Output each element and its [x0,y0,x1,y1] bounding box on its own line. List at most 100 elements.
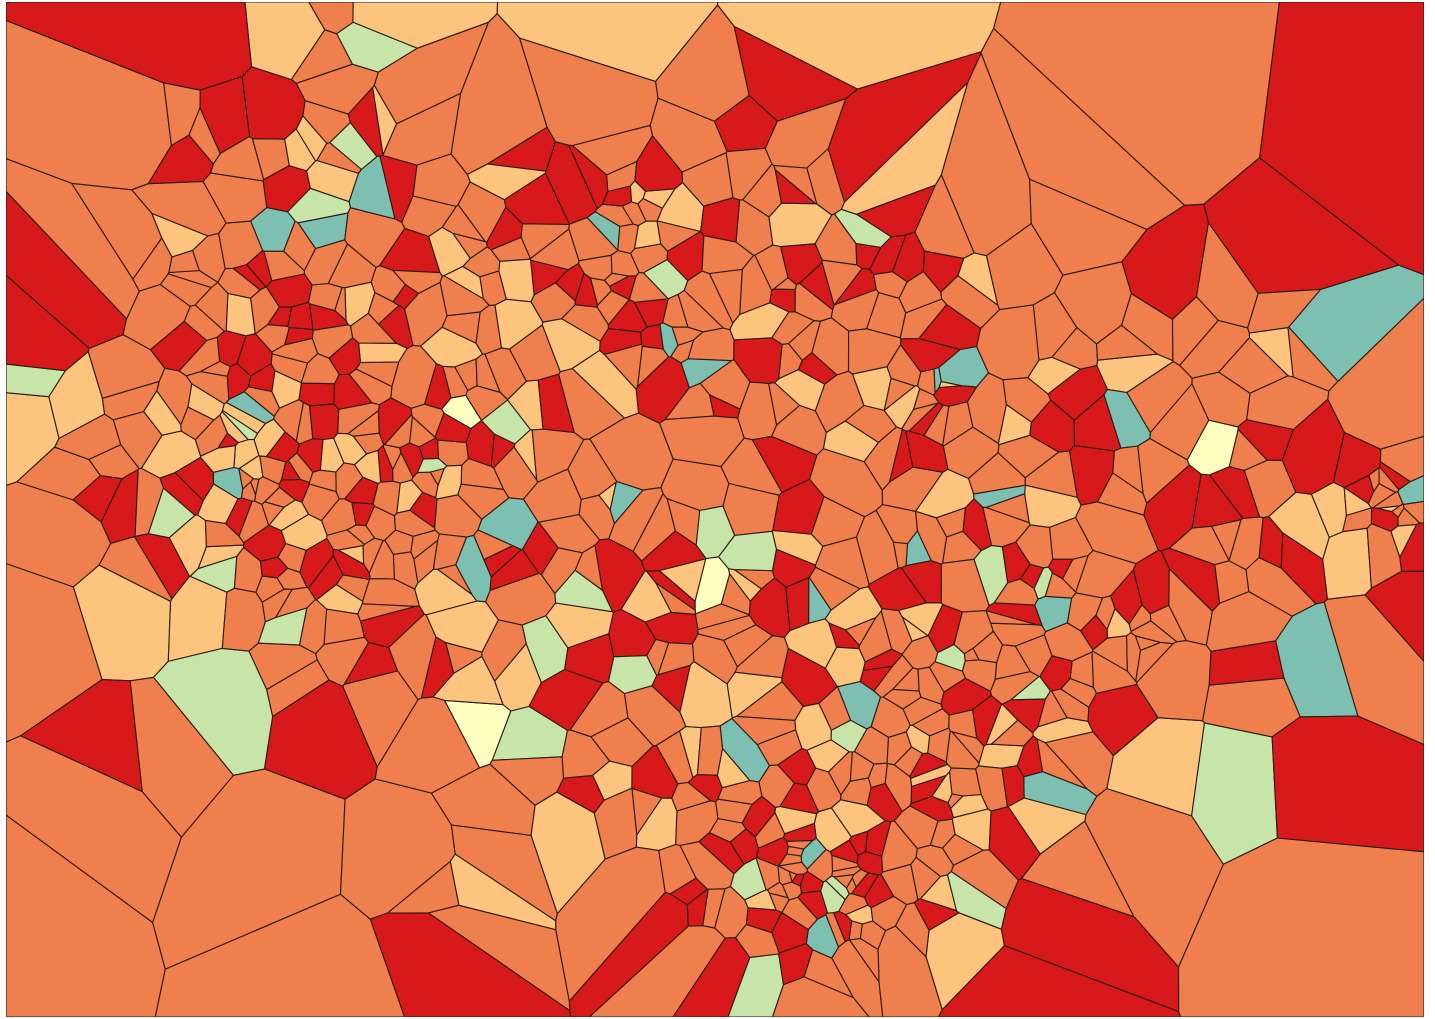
voronoi-cell-orange [623,685,687,747]
voronoi-cell-orange [392,269,443,294]
voronoi-cell-red [634,135,684,192]
voronoi-cell-orange [393,509,436,537]
voronoi-cell-peach [1268,491,1330,560]
voronoi-cell-red [309,403,340,441]
voronoi-cell-orange [493,446,539,500]
voronoi-cell-orange [445,642,483,674]
voronoi-cell-peach [824,646,866,688]
voronoi-cell-orange [1367,483,1396,509]
voronoi-cell-orange [702,888,726,929]
voronoi-cell-peach [420,326,484,368]
voronoi-cell-red [672,937,751,1017]
voronoi-cell-orange [1171,296,1219,366]
voronoi-map-canvas [6,2,1424,1017]
voronoi-cell-orange [132,237,173,292]
voronoi-cell-orange [788,870,798,883]
voronoi-cell-orange [567,438,618,500]
voronoi-cell-peach [977,743,1025,769]
voronoi-cell-orange [940,558,990,613]
voronoi-cell-orange [409,416,436,448]
voronoi-cell-orange [701,235,755,275]
voronoi-cell-orange [985,493,1030,524]
voronoi-cell-red [199,75,251,155]
voronoi-cell-orange [315,636,370,687]
voronoi-cell-peach [717,2,1002,90]
voronoi-cell-orange [915,510,948,565]
voronoi-cell-orange [450,13,548,175]
voronoi-cell-orange [334,286,347,321]
voronoi-cell-red [779,782,820,815]
voronoi-cell-orange [1015,524,1054,569]
voronoi-cell-peach [1248,327,1294,378]
voronoi-cell-red [833,267,877,306]
voronoi-cell-peach [1106,608,1132,639]
voronoi-cell-red [713,94,778,152]
voronoi-cell-orange [429,468,445,486]
voronoi-cell-orange [754,812,786,849]
voronoi-cell-orange [6,814,166,1017]
voronoi-cell-red [864,873,895,909]
voronoi-cell-orange [849,750,875,782]
voronoi-cell-pale-green [554,569,613,613]
voronoi-cell-orange [989,671,1040,705]
voronoi-cell-red [733,337,783,384]
voronoi-cell-orange [915,844,955,877]
voronoi-cell-red [1110,569,1143,625]
voronoi-cell-orange [218,220,264,270]
voronoi-cell-orange [290,29,353,84]
voronoi-cell-orange [1402,500,1424,524]
voronoi-cell-peach [901,616,929,642]
voronoi-cell-orange [283,220,317,272]
voronoi-cell-red [905,430,949,473]
voronoi-cell-peach [822,420,879,463]
voronoi-cell-orange [806,848,834,883]
voronoi-cell-orange [844,404,897,443]
voronoi-cell-orange [1091,650,1138,694]
voronoi-cell-orange [990,719,1034,747]
voronoi-cell-red [267,306,293,327]
voronoi-cell-orange [335,462,364,500]
voronoi-cell-red [528,668,604,731]
voronoi-cell-orange [696,725,724,776]
voronoi-cell-orange [859,920,886,950]
voronoi-cell-orange [671,326,704,346]
voronoi-cell-peach [905,724,931,755]
voronoi-cell-red [259,556,289,579]
voronoi-cell-orange [945,730,980,770]
voronoi-cell-orange [1366,523,1403,589]
voronoi-cell-orange [697,614,757,641]
voronoi-cell-orange [778,853,803,867]
voronoi-cell-pale-green [946,871,1007,930]
voronoi-cell-orange [183,304,225,342]
voronoi-cell-red [1271,715,1424,853]
voronoi-cell-red [833,910,853,943]
voronoi-cell-peach [306,159,359,203]
voronoi-cell-orange [98,536,173,602]
voronoi-cell-orange [452,232,488,259]
voronoi-cell-orange [590,717,654,767]
voronoi-cell-teal [455,534,492,603]
voronoi-cell-red [601,185,633,207]
voronoi-cell-red [645,570,696,611]
voronoi-cell-orange [520,223,570,260]
voronoi-cell-orange [540,547,583,595]
voronoi-cell-peach [225,292,256,337]
voronoi-cell-orange [778,343,803,380]
voronoi-cell-orange [180,406,215,441]
voronoi-cell-peach [333,432,368,466]
voronoi-cell-teal [250,207,296,252]
voronoi-cell-red [489,548,540,591]
voronoi-cell-orange [646,638,670,677]
voronoi-cell-red [988,806,1041,881]
voronoi-cell-peach [396,479,424,514]
voronoi-cell-peach [635,797,678,851]
voronoi-cell-red [785,577,810,632]
voronoi-cell-red [299,537,334,589]
voronoi-cell-red [243,524,287,562]
voronoi-cell-orange [129,676,234,838]
voronoi-cell-orange [940,275,1001,329]
voronoi-cell-red [937,945,1182,1017]
voronoi-cell-orange [1228,516,1264,571]
voronoi-cell-teal [680,358,733,389]
voronoi-cell-orange [794,282,834,322]
